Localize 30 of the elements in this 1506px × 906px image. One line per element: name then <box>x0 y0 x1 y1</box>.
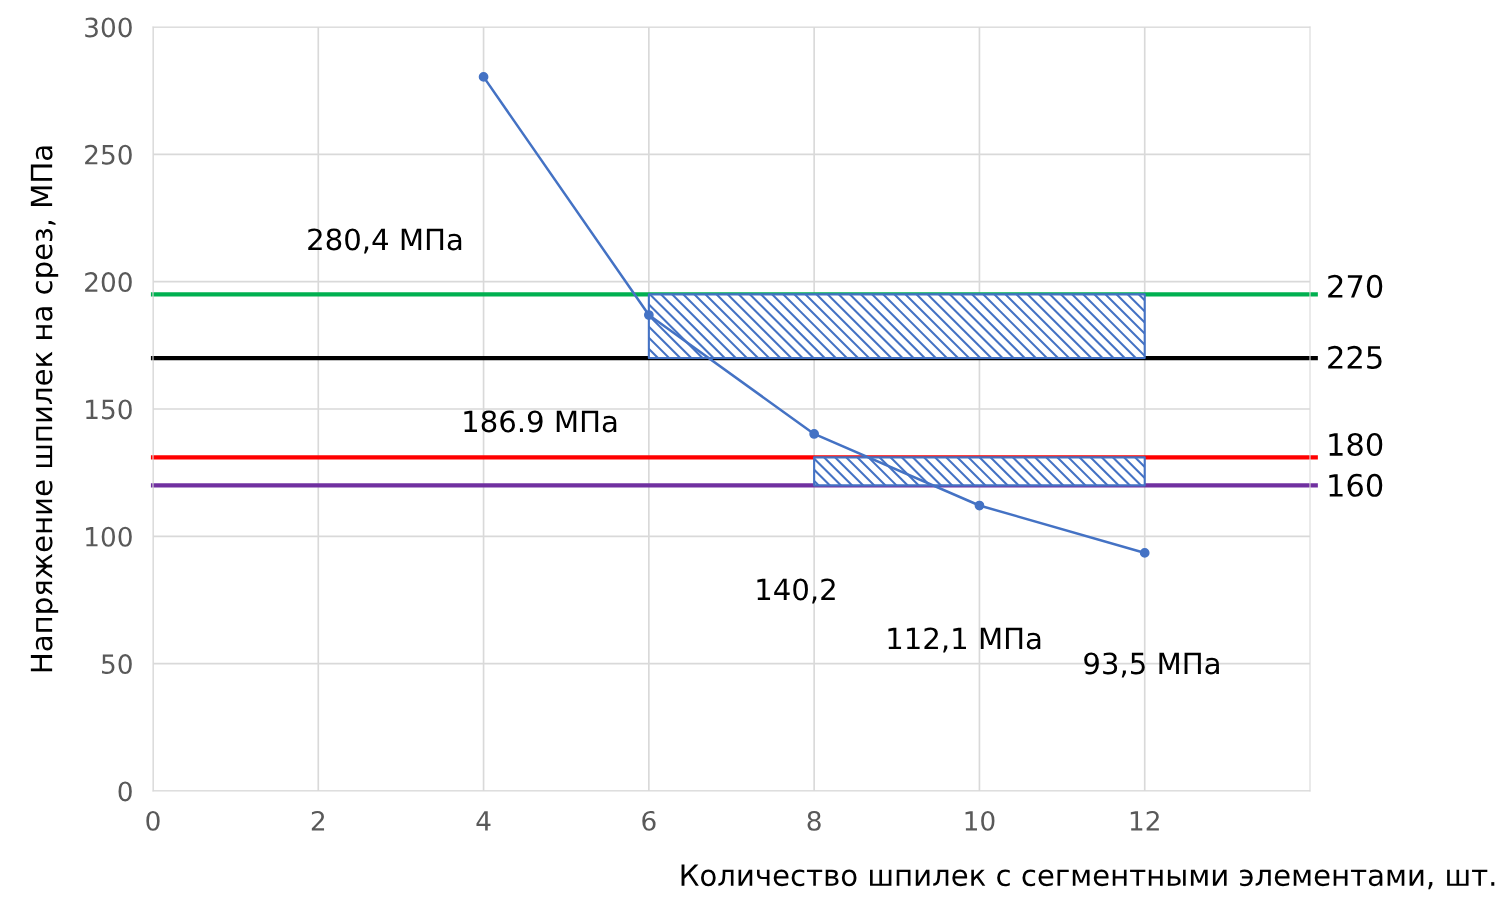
y-tick-label: 300 <box>85 17 132 38</box>
point <box>809 429 820 439</box>
x-axis-title: Количество шпилек с сегментными элементами, шт. <box>681 864 1495 890</box>
point <box>1139 548 1150 558</box>
text: 180 <box>1329 432 1383 457</box>
x-tick-label: 2 <box>311 810 325 831</box>
annotation: 186.9 МПа <box>464 410 617 433</box>
annotation: 112,1 МПа <box>888 627 1041 653</box>
y-tick-label: 50 <box>102 654 132 675</box>
annotation: 280,4 МПа <box>308 228 462 254</box>
x-tick-label: 12 <box>1130 810 1159 831</box>
y-tick-label: 200 <box>85 272 132 293</box>
annotation: 140,2 <box>757 578 835 604</box>
x-tick-label: 0 <box>146 810 160 831</box>
point <box>643 310 654 320</box>
y-tick-label: 100 <box>86 526 132 547</box>
y-tick-label: 250 <box>85 144 132 165</box>
y-axis-title: Напряжение шпилек на срез, МПа <box>30 146 59 672</box>
text: 225 <box>1328 345 1382 369</box>
text: 160 <box>1329 473 1383 497</box>
text: 270 <box>1328 274 1383 298</box>
x-tick-label: 6 <box>642 810 656 831</box>
x-tick-label: 10 <box>965 810 995 831</box>
x-tick-label: 4 <box>476 811 491 831</box>
annotation: 93,5 МПа <box>1084 652 1219 678</box>
y-tick-label: 150 <box>86 399 132 420</box>
point <box>478 72 489 82</box>
point <box>974 500 985 511</box>
y-tick-label: 0 <box>118 781 132 802</box>
x-tick-label: 8 <box>807 810 821 831</box>
